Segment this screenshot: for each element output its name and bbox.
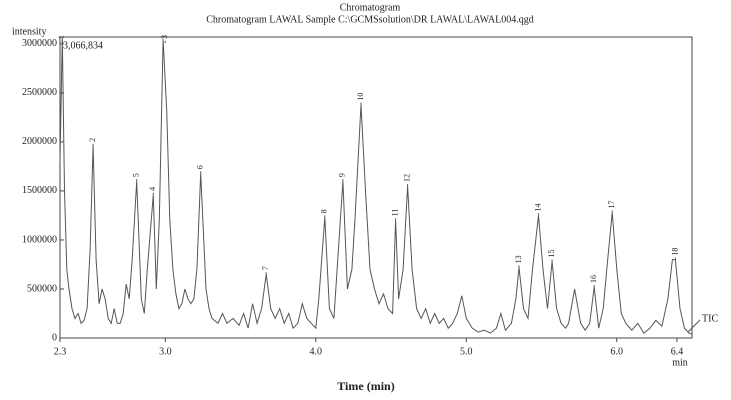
y-tick-label: 1500000 (22, 185, 57, 196)
chart-title: Chromatogram (340, 2, 401, 13)
x-axis-label: Time (min) (337, 379, 394, 393)
peak-label: 3 (160, 35, 169, 39)
y-axis-label: intensity (12, 26, 46, 37)
peak-label: 10 (356, 93, 365, 101)
plot-frame (59, 36, 693, 339)
peak-label: 15 (547, 250, 556, 258)
legend-leader (687, 319, 701, 333)
peak-label: 7 (261, 266, 270, 270)
peak-label: 1 (57, 35, 66, 39)
x-tick-label: 6.0 (611, 346, 624, 357)
peak-label: 14 (533, 203, 542, 211)
y-tick-label: 3000000 (22, 38, 57, 49)
peak-label: 9 (338, 173, 347, 177)
max-annotation: 3,066,834 (63, 40, 103, 51)
peak-label: 5 (132, 173, 141, 177)
x-tick-label: 6.4 (671, 346, 684, 357)
x-tick-label: 2.3 (54, 346, 67, 357)
x-tick-label: 4.0 (310, 346, 323, 357)
y-tick-label: 0 (52, 332, 57, 343)
trace (59, 37, 693, 335)
peak-label: 2 (88, 138, 97, 142)
peak-label: 12 (402, 174, 411, 182)
peak-label: 17 (607, 201, 616, 209)
x-unit: min (672, 357, 688, 368)
peak-label: 6 (196, 165, 205, 169)
peak-label: 16 (589, 275, 598, 283)
y-tick-label: 2500000 (22, 87, 57, 98)
peak-label: 8 (320, 209, 329, 213)
peak-label: 4 (148, 187, 157, 191)
chart-subtitle: Chromatogram LAWAL Sample C:\GCMSsolutio… (206, 14, 533, 25)
x-tick-label: 3.0 (159, 346, 172, 357)
y-tick-label: 1000000 (22, 234, 57, 245)
peak-label: 13 (514, 255, 523, 263)
legend-label: TIC (702, 313, 718, 324)
peak-label: 18 (670, 248, 679, 256)
y-tick-label: 2000000 (22, 136, 57, 147)
y-tick-label: 500000 (27, 283, 57, 294)
x-tick-label: 5.0 (460, 346, 473, 357)
peak-label: 11 (390, 209, 399, 217)
